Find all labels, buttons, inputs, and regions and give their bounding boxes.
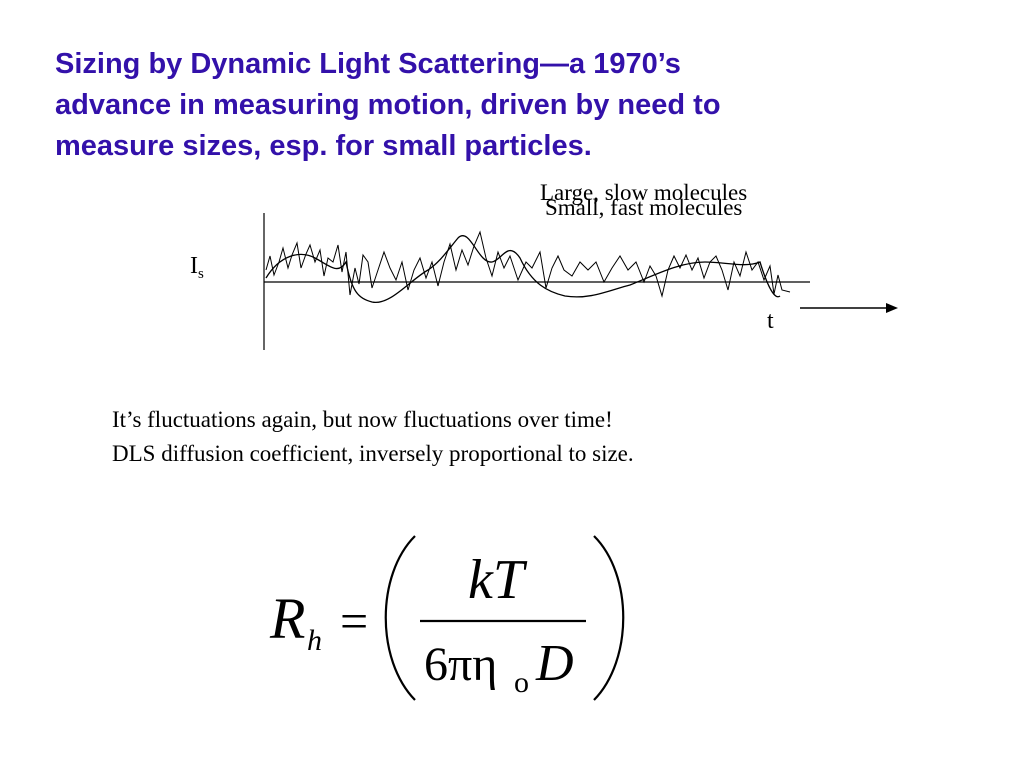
title-line-2: advance in measuring motion, driven by n…	[55, 89, 721, 121]
body-line-2: DLS diffusion coefficient, inversely pro…	[112, 441, 634, 466]
formula-equals: =	[340, 593, 368, 649]
y-axis-label-main: I	[190, 253, 198, 279]
title-line-1: Sizing by Dynamic Light Scattering—a 197…	[55, 48, 681, 80]
formula-numerator: kT	[468, 549, 528, 611]
title-line-3: measure sizes, esp. for small particles.	[55, 130, 592, 162]
formula-lhs-sub: h	[307, 624, 322, 657]
body-line-1: It’s fluctuations again, but now fluctua…	[112, 407, 613, 432]
y-axis-label: Is	[190, 253, 204, 287]
fast-molecules-trace	[265, 230, 791, 298]
formula-denominator-var: D	[535, 635, 574, 692]
x-axis-label: t	[767, 308, 774, 334]
formula-denominator-prefix: 6πη	[424, 638, 497, 691]
slide-title: Sizing by Dynamic Light Scattering—a 197…	[55, 44, 1015, 167]
legend-small-molecules: Small, fast molecules	[545, 195, 743, 220]
left-paren	[384, 535, 416, 701]
formula-lhs-main: R	[269, 586, 305, 651]
right-paren	[593, 535, 625, 701]
legend-large-molecules: Large, slow molecules	[540, 180, 748, 205]
formula-denominator-sub: o	[514, 666, 529, 699]
slow-molecules-trace	[265, 235, 781, 303]
time-arrow-head	[886, 303, 898, 313]
body-text: It’s fluctuations again, but now fluctua…	[112, 403, 992, 471]
y-axis-label-sub: s	[198, 266, 204, 282]
